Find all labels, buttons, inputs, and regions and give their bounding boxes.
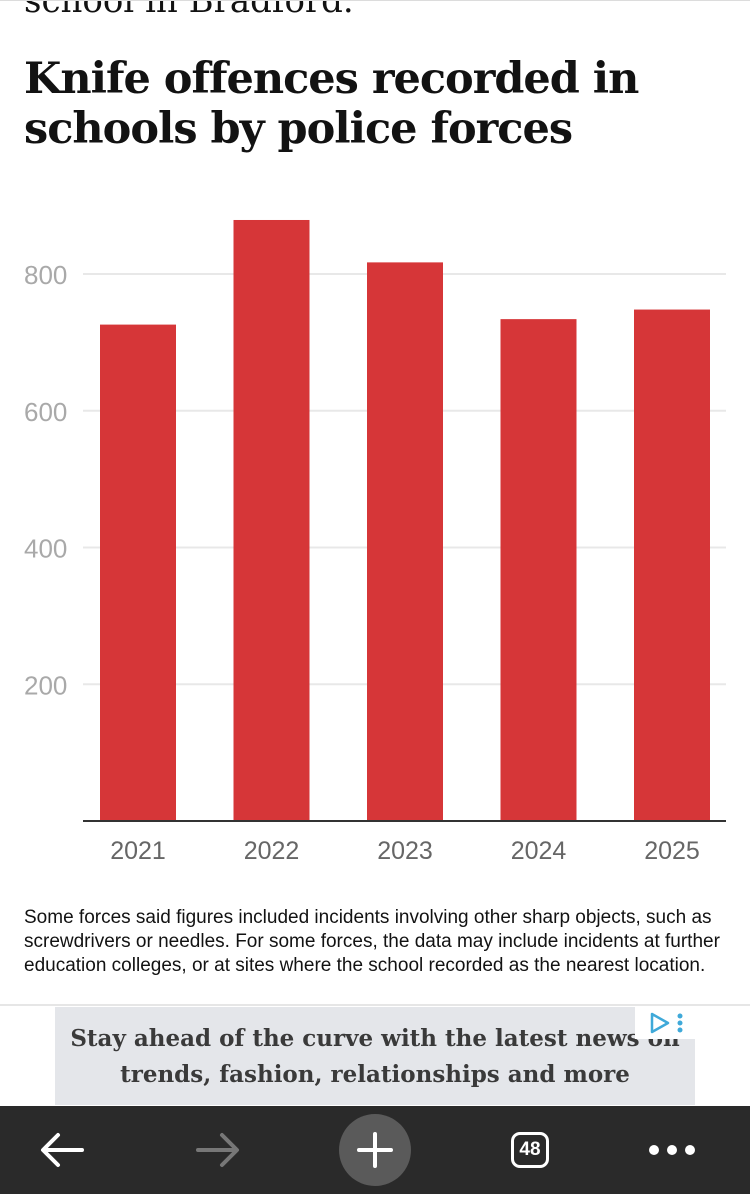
x-tick-label-2023: 2023 [377, 837, 433, 865]
adchoices-icon[interactable] [647, 1011, 671, 1035]
back-arrow-icon [41, 1133, 84, 1167]
y-tick-labels: 200 400 600 800 [24, 260, 67, 700]
plus-icon [357, 1132, 393, 1168]
previous-paragraph-text: school in Bradford. [24, 0, 354, 21]
new-tab-button[interactable] [335, 1106, 415, 1194]
forward-button[interactable] [178, 1106, 258, 1194]
chart-bars [100, 219, 710, 822]
new-tab-circle [339, 1114, 411, 1186]
tab-count-badge: 48 [511, 1132, 549, 1168]
y-tick-label-800: 800 [24, 260, 67, 290]
y-tick-label-600: 600 [24, 397, 67, 427]
more-dots-icon [649, 1145, 695, 1155]
more-button[interactable] [632, 1106, 712, 1194]
x-tick-label-2022: 2022 [244, 837, 300, 865]
x-tick-label-2024: 2024 [511, 837, 567, 865]
ad-banner[interactable]: Stay ahead of the curve with the latest … [55, 1007, 695, 1105]
ad-separator [0, 1004, 750, 1006]
back-button[interactable] [22, 1106, 102, 1194]
bar-2022 [233, 219, 310, 821]
bar-2024 [500, 319, 577, 821]
browser-bottom-bar: 48 [0, 1106, 750, 1194]
top-divider [0, 0, 750, 1]
tabs-button[interactable]: 48 [490, 1106, 570, 1194]
x-tick-labels: 2021 2022 2023 2024 2025 [110, 837, 700, 865]
y-tick-label-200: 200 [24, 670, 67, 700]
bar-2021 [100, 324, 176, 821]
bar-2025 [634, 309, 710, 821]
bar-2023 [367, 262, 443, 822]
chart-caption: Some forces said figures included incide… [24, 907, 720, 976]
bar-chart: 200 400 600 800 2021 2022 2023 2024 2025 [24, 219, 726, 865]
y-tick-label-400: 400 [24, 534, 67, 564]
x-tick-label-2025: 2025 [644, 837, 700, 865]
forward-arrow-icon [196, 1133, 239, 1167]
ad-text[interactable]: Stay ahead of the curve with the latest … [70, 1025, 680, 1088]
chart-title: Knife offences recorded in schools by po… [24, 54, 639, 154]
ad-menu-icon[interactable] [677, 1012, 683, 1034]
x-tick-label-2021: 2021 [110, 837, 166, 865]
adchoices-badge[interactable] [635, 1007, 695, 1039]
